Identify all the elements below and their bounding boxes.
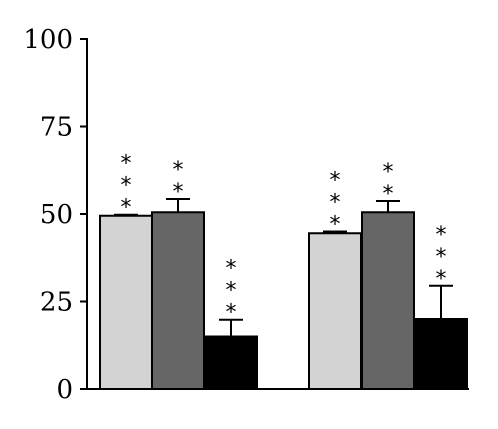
y-tick-label: 25 — [40, 288, 73, 318]
y-tick-label: 50 — [40, 200, 73, 230]
bar — [204, 335, 258, 390]
significance-star: * — [436, 267, 447, 292]
significance-star: * — [173, 158, 184, 183]
bar — [151, 211, 205, 390]
significance-star: * — [121, 196, 132, 221]
significance-star: * — [383, 160, 394, 185]
significance-star: * — [436, 245, 447, 270]
significance-star: * — [383, 182, 394, 207]
y-tick-label: 75 — [40, 113, 73, 143]
y-axis: 0 25 50 75 100 — [23, 25, 88, 405]
significance-star: * — [121, 152, 132, 177]
significance-star: * — [226, 279, 237, 304]
significance-star: * — [121, 174, 132, 199]
y-tick-label: 0 — [56, 375, 73, 405]
significance-star: * — [330, 169, 341, 194]
bar — [361, 211, 415, 390]
bar — [99, 214, 153, 390]
y-tick-label: 100 — [23, 25, 73, 55]
significance-star: * — [173, 180, 184, 205]
significance-star: * — [226, 257, 237, 282]
bars-layer: **************** — [99, 152, 468, 390]
significance-star: * — [436, 223, 447, 248]
significance-star: * — [330, 191, 341, 216]
significance-star: * — [330, 213, 341, 238]
significance-star: * — [226, 301, 237, 326]
bar — [308, 232, 362, 390]
bar — [414, 318, 468, 390]
